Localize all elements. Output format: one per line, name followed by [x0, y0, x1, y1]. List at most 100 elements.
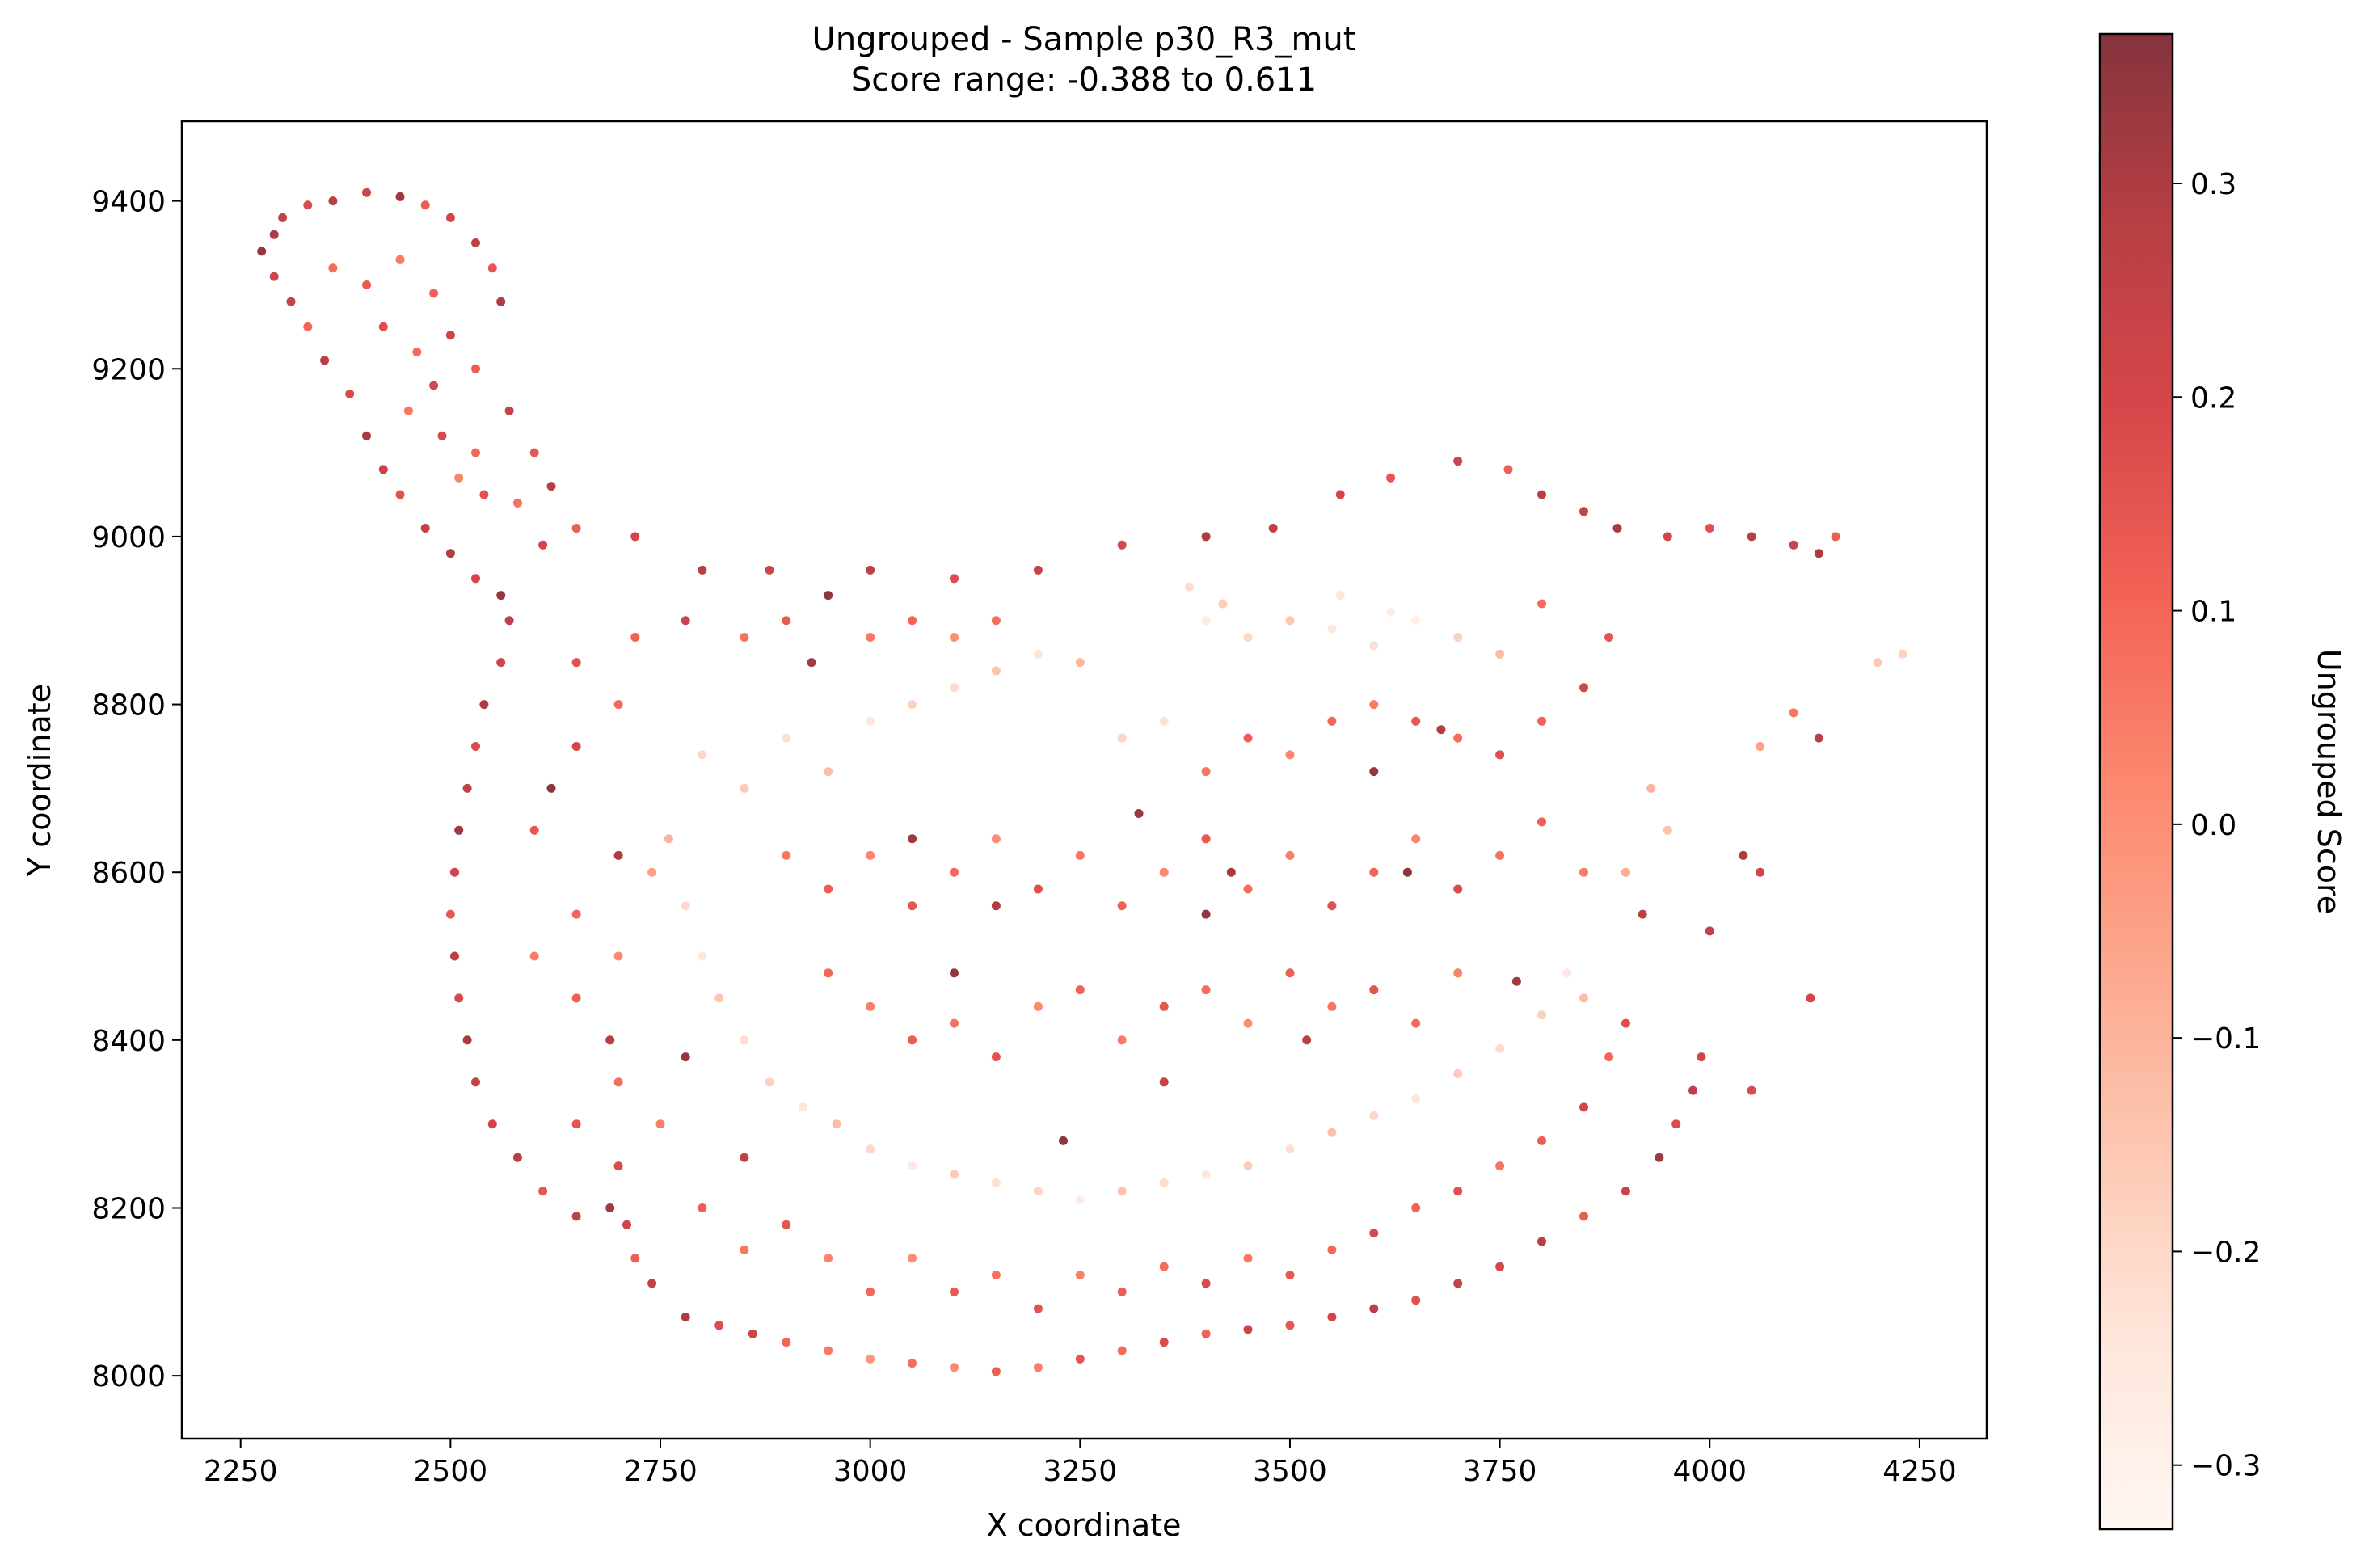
data-point	[1621, 867, 1630, 877]
data-point	[991, 616, 1001, 626]
data-point	[866, 1287, 875, 1296]
data-point	[1243, 633, 1253, 642]
data-point	[403, 406, 413, 415]
data-point	[1369, 700, 1379, 710]
data-point	[740, 1153, 749, 1162]
data-point	[571, 658, 581, 668]
data-point	[328, 263, 338, 273]
data-point	[1495, 1043, 1505, 1053]
data-point	[1117, 1035, 1127, 1045]
data-point	[622, 1220, 631, 1229]
data-point	[1646, 783, 1656, 793]
data-point	[1159, 867, 1169, 877]
data-point	[613, 700, 623, 710]
plot-area-frame	[180, 120, 1988, 1440]
data-point	[824, 767, 833, 777]
data-point	[412, 348, 422, 356]
data-point	[471, 574, 480, 584]
data-point	[1201, 532, 1211, 542]
data-point	[866, 1001, 875, 1011]
data-point	[1537, 490, 1546, 499]
data-point	[496, 297, 506, 306]
data-point	[1453, 1069, 1463, 1078]
data-point	[782, 1338, 791, 1347]
data-point	[698, 951, 707, 961]
data-point	[824, 884, 833, 894]
data-point	[681, 901, 690, 911]
data-point	[991, 1367, 1001, 1376]
data-point	[866, 633, 875, 642]
data-point	[445, 909, 455, 919]
colorbar-tick-label: −0.2	[2190, 1236, 2261, 1269]
data-point	[1243, 1018, 1253, 1028]
data-point	[908, 700, 917, 710]
data-point	[698, 565, 707, 575]
data-point	[1075, 1354, 1085, 1364]
data-point	[1302, 1035, 1312, 1045]
data-point	[378, 465, 388, 474]
data-point	[1075, 1271, 1085, 1279]
data-point	[991, 1271, 1001, 1279]
x-tick-label: 3500	[1253, 1455, 1327, 1488]
data-point	[1747, 1085, 1756, 1095]
y-tick-label: 8000	[91, 1360, 166, 1393]
data-point	[462, 1035, 472, 1045]
data-point	[269, 272, 279, 281]
data-point	[1503, 465, 1513, 474]
data-point	[1033, 1304, 1043, 1313]
data-point	[613, 951, 623, 961]
data-point	[950, 968, 959, 978]
colorbar-tick-label: 0.2	[2190, 381, 2236, 415]
data-point	[450, 951, 459, 961]
data-point	[1369, 867, 1379, 877]
data-point	[1579, 993, 1588, 1003]
data-point	[571, 524, 581, 533]
data-point	[1495, 1161, 1505, 1171]
data-point	[866, 850, 875, 860]
data-point	[1579, 683, 1588, 693]
data-point	[991, 901, 1001, 911]
data-point	[799, 1102, 808, 1112]
data-point	[832, 1119, 841, 1129]
data-point	[1697, 1052, 1706, 1062]
y-tick-label: 9200	[91, 353, 166, 386]
data-point	[866, 565, 875, 575]
data-point	[546, 783, 556, 793]
data-point	[278, 213, 288, 222]
colorbar-label: Ungrouped Score	[2311, 649, 2346, 914]
data-point	[1268, 524, 1278, 533]
data-point	[395, 255, 405, 264]
data-point	[824, 968, 833, 978]
data-point	[681, 1313, 690, 1321]
data-point	[807, 658, 816, 668]
data-point	[1663, 825, 1672, 835]
data-point	[698, 750, 707, 760]
data-point	[1159, 1077, 1169, 1087]
data-point	[1033, 1363, 1043, 1372]
data-point	[1411, 1203, 1421, 1212]
data-point	[1511, 976, 1521, 986]
data-point	[908, 834, 917, 844]
data-point	[471, 1077, 480, 1087]
data-point	[1898, 649, 1907, 659]
data-point	[445, 213, 455, 222]
data-point	[395, 192, 405, 201]
data-point	[1201, 1329, 1211, 1338]
data-point	[1327, 1128, 1337, 1137]
data-point	[487, 263, 497, 273]
data-point	[1335, 490, 1345, 499]
x-tick-label: 2500	[414, 1455, 488, 1488]
data-point	[395, 490, 405, 499]
data-point	[1621, 1187, 1630, 1196]
x-axis-label: X coordinate	[987, 1507, 1182, 1543]
data-point	[1747, 532, 1756, 542]
data-point	[1386, 473, 1396, 483]
data-point	[1327, 1001, 1337, 1011]
data-point	[1201, 985, 1211, 995]
x-tick-label: 4250	[1882, 1455, 1957, 1488]
data-point	[445, 549, 455, 558]
data-point	[991, 834, 1001, 844]
data-point	[1369, 985, 1379, 995]
data-point	[529, 951, 539, 961]
y-tick-label: 8600	[91, 857, 166, 890]
